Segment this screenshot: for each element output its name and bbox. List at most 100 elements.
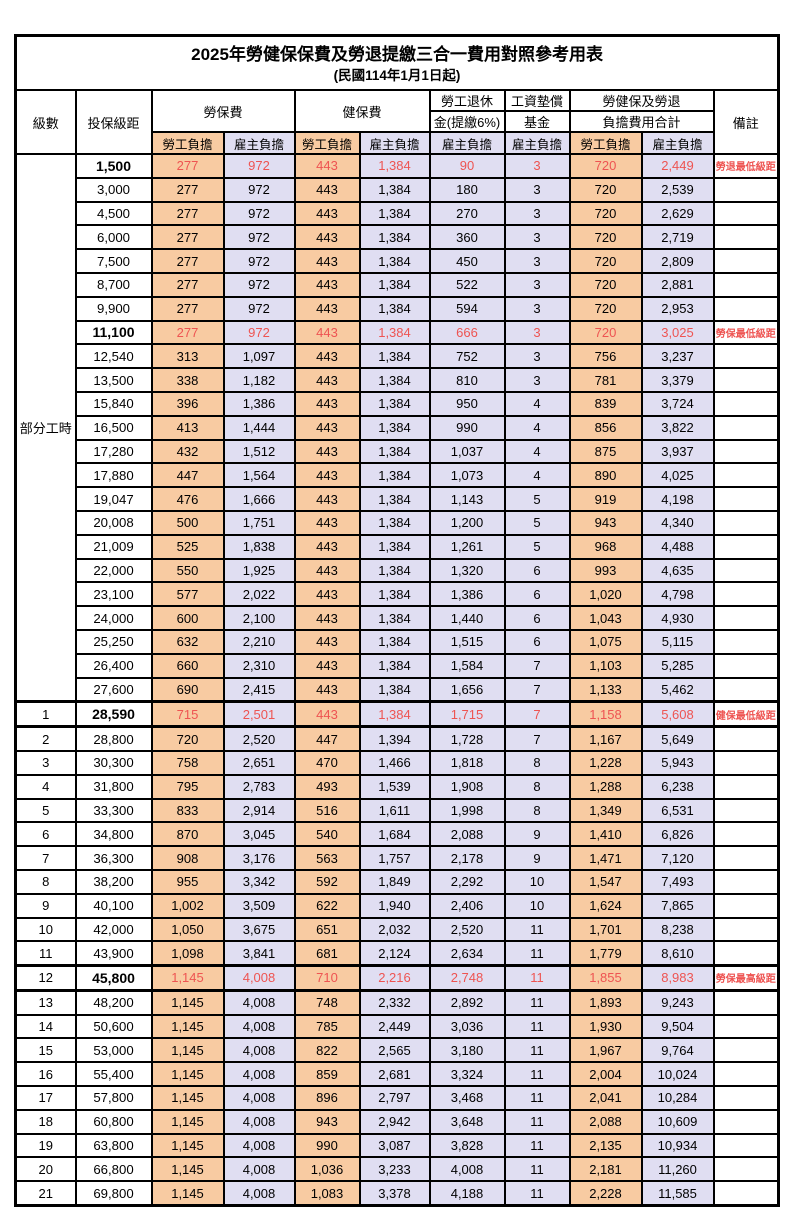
table-row: 18 60,800 1,145 4,008 943 2,942 3,648 11 2,088 10…: [14, 1108, 780, 1135]
remark-cell: [712, 652, 780, 679]
fee-cell: 839: [568, 390, 643, 417]
table-row: 21 69,800 1,145 4,008 1,083 3,378 4,188 11 2,228…: [14, 1180, 780, 1207]
fee-cell: 9,764: [640, 1037, 715, 1064]
bracket-cell: 60,800: [74, 1108, 153, 1135]
fee-cell: 1,701: [568, 916, 643, 943]
fee-cell: 9: [503, 845, 571, 871]
fee-cell: 2,022: [222, 581, 296, 608]
bracket-cell: 7,500: [74, 248, 153, 274]
fee-cell: 748: [293, 989, 361, 1016]
level-cell: 16: [14, 1061, 77, 1088]
fee-cell: 8,983: [640, 964, 715, 992]
table-row: 15,840 396 1,386 443 1,384 950 4 839 3,724: [16, 390, 780, 417]
bracket-cell: 15,840: [74, 390, 153, 417]
fee-cell: 4,198: [640, 486, 715, 512]
fee-cell: 6,826: [640, 821, 715, 848]
fee-cell: 2,520: [428, 916, 506, 943]
fee-cell: 2,135: [568, 1132, 643, 1159]
fee-cell: 443: [293, 271, 361, 298]
fee-cell: 720: [568, 176, 643, 203]
fee-cell: 396: [150, 390, 225, 417]
fee-cell: 11: [503, 1108, 571, 1135]
fee-cell: 4,340: [640, 509, 715, 536]
remark-cell: [712, 773, 780, 800]
bracket-cell: 57,800: [74, 1085, 153, 1111]
fee-cell: 1,200: [428, 509, 506, 536]
fee-cell: 3: [503, 176, 571, 203]
fee-cell: 972: [222, 248, 296, 274]
fee-cell: 563: [293, 845, 361, 871]
fee-cell: 2,332: [358, 989, 431, 1016]
fee-cell: 5: [503, 509, 571, 536]
fee-cell: 1,512: [222, 438, 296, 465]
fee-cell: 1,624: [568, 892, 643, 919]
fee-cell: 443: [293, 652, 361, 679]
fee-cell: 443: [293, 176, 361, 203]
fee-cell: 10,284: [640, 1085, 715, 1111]
fee-cell: 1,145: [150, 1108, 225, 1135]
fee-cell: 4,025: [640, 462, 715, 489]
fee-cell: 1,410: [568, 821, 643, 848]
fee-cell: 2,406: [428, 892, 506, 919]
remark-cell: [712, 176, 780, 203]
remark-cell: [712, 414, 780, 441]
fee-cell: 8: [503, 749, 571, 776]
fee-cell: 8: [503, 773, 571, 800]
remark-cell: [712, 989, 780, 1016]
bracket-cell: 11,100: [74, 319, 153, 346]
fee-cell: 5,462: [640, 676, 715, 703]
remark-cell: [712, 821, 780, 848]
fee-cell: 4,188: [428, 1180, 506, 1207]
fee-cell: 7: [503, 676, 571, 703]
fee-cell: 2,181: [568, 1156, 643, 1183]
fee-cell: 6: [503, 628, 571, 655]
fee-cell: 1,893: [568, 989, 643, 1016]
fee-cell: 1,940: [358, 892, 431, 919]
table-row: 27,600 690 2,415 443 1,384 1,656 7 1,133 5,462: [16, 676, 780, 703]
fee-cell: 1,133: [568, 676, 643, 703]
fee-cell: 1,384: [358, 367, 431, 393]
fee-cell: 1,098: [150, 940, 225, 967]
fee-cell: 1,539: [358, 773, 431, 800]
subheader-health-employee: 勞工負擔: [293, 131, 361, 155]
table-row: 7,500 277 972 443 1,384 450 3 720 2,809: [16, 248, 780, 274]
fee-cell: 1,564: [222, 462, 296, 489]
bracket-cell: 63,800: [74, 1132, 153, 1159]
fee-cell: 11: [503, 1061, 571, 1088]
fee-cell: 11: [503, 1132, 571, 1159]
fee-cell: 7,493: [640, 868, 715, 895]
table-row: 4 31,800 795 2,783 493 1,539 1,908 8 1,288 6,238: [14, 773, 780, 800]
bracket-cell: 69,800: [74, 1180, 153, 1207]
fee-cell: 1,384: [358, 676, 431, 703]
subheader-wage-fund-employer: 雇主負擔: [503, 131, 571, 155]
fee-cell: 2,210: [222, 628, 296, 655]
table-row: 14 50,600 1,145 4,008 785 2,449 3,036 11 1,930 9,…: [14, 1013, 780, 1040]
fee-cell: 2,178: [428, 845, 506, 871]
fee-cell: 972: [222, 153, 296, 179]
fee-cell: 1,384: [358, 533, 431, 560]
table-row: 13,500 338 1,182 443 1,384 810 3 781 3,379: [16, 367, 780, 393]
fee-cell: 720: [568, 271, 643, 298]
level-cell: 6: [14, 821, 77, 848]
level-cell: 1: [14, 700, 77, 729]
fee-cell: 943: [293, 1108, 361, 1135]
fee-cell: 990: [428, 414, 506, 441]
fee-cell: 856: [568, 414, 643, 441]
fee-cell: 1,158: [568, 700, 643, 729]
fee-cell: 1,386: [222, 390, 296, 417]
col-header-wage-fund-line1: 工資墊償: [503, 89, 571, 112]
fee-cell: 3,045: [222, 821, 296, 848]
fee-cell: 1,666: [222, 486, 296, 512]
fee-cell: 4,798: [640, 581, 715, 608]
fee-cell: 1,228: [568, 749, 643, 776]
fee-cell: 710: [293, 964, 361, 992]
fee-cell: 2,088: [428, 821, 506, 848]
table-row: 部分工時 1,500 277 972 443 1,384 90 3 720 2,449 勞退最低級距: [14, 153, 780, 703]
bracket-cell: 45,800: [74, 964, 153, 992]
fee-cell: 277: [150, 295, 225, 322]
fee-cell: 810: [428, 367, 506, 393]
fee-cell: 2,629: [640, 200, 715, 227]
fee-cell: 10,609: [640, 1108, 715, 1135]
fee-cell: 5,649: [640, 725, 715, 752]
table-row: 5 33,300 833 2,914 516 1,611 1,998 8 1,349 6,531: [14, 797, 780, 824]
